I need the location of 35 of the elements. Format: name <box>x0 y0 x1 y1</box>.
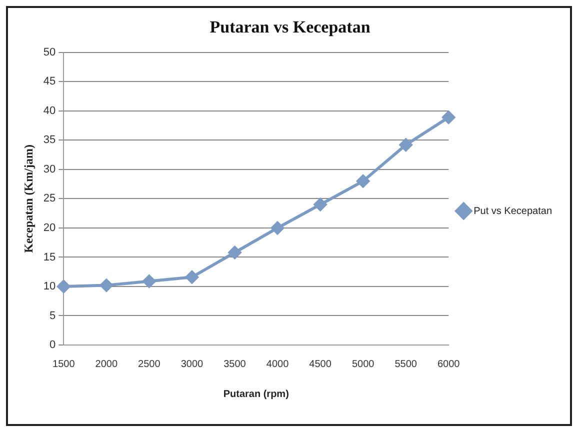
x-tick-label: 4500 <box>309 358 332 370</box>
point <box>142 274 156 288</box>
point <box>185 270 198 284</box>
point <box>356 174 370 188</box>
x-tick-label: 5000 <box>352 358 375 370</box>
y-tick-label: 25 <box>43 192 56 205</box>
point <box>271 221 284 234</box>
point <box>314 198 327 212</box>
y-tick-label: 15 <box>43 251 56 264</box>
y-tick-label: 50 <box>43 46 56 58</box>
point <box>442 110 456 124</box>
x-tick-label: 2500 <box>138 358 161 370</box>
y-tick-label: 40 <box>43 104 56 117</box>
y-tick-label: 0 <box>50 339 56 352</box>
y-tick-label: 20 <box>43 222 56 234</box>
y-tick-label: 35 <box>43 134 56 146</box>
point <box>57 280 70 293</box>
y-axis-title: Kecepatan (Km/jam) <box>21 144 36 253</box>
y-tick-label: 45 <box>43 76 56 88</box>
x-tick-label: 4000 <box>266 358 290 370</box>
x-tick-label: 3500 <box>224 358 246 370</box>
y-tick-label: 30 <box>43 163 56 176</box>
chart-title: Putaran vs Kecepatan <box>210 18 371 37</box>
point <box>228 246 242 260</box>
x-tick-label: 2000 <box>95 358 118 370</box>
point <box>399 138 412 152</box>
y-tick-label: 5 <box>50 310 56 322</box>
x-axis-title: Putaran (rpm) <box>223 388 289 400</box>
y-tick-label: 10 <box>43 280 56 293</box>
x-tick-label: 1500 <box>52 358 76 370</box>
x-tick-label: 3000 <box>180 358 204 370</box>
point <box>100 278 113 292</box>
x-tick-label: 5500 <box>394 358 418 370</box>
legend-label: Put vs Kecepatan <box>474 206 552 217</box>
x-tick-label: 6000 <box>437 358 460 370</box>
